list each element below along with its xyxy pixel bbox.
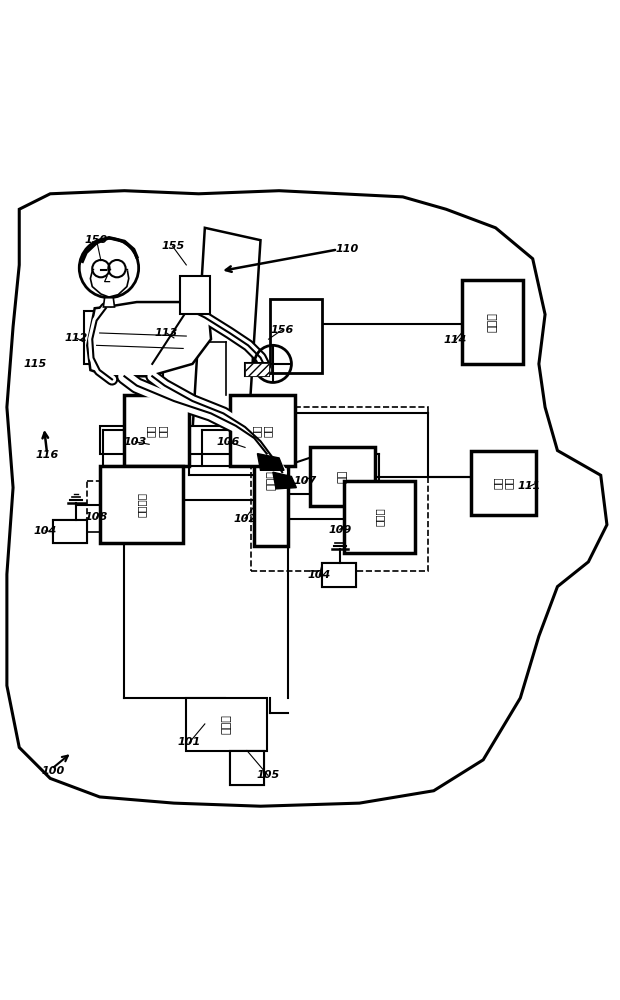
Text: 102: 102 <box>233 514 257 524</box>
Text: 115: 115 <box>23 359 46 369</box>
Bar <box>322 563 356 587</box>
Text: 150: 150 <box>85 235 108 245</box>
Polygon shape <box>192 228 260 432</box>
Text: 111: 111 <box>518 481 541 491</box>
Text: 101: 101 <box>178 737 201 747</box>
Text: 发动机: 发动机 <box>221 714 231 734</box>
Bar <box>128 311 162 364</box>
Text: 100: 100 <box>42 766 65 776</box>
Bar <box>53 520 87 543</box>
Polygon shape <box>273 472 296 489</box>
Text: 104: 104 <box>33 526 57 536</box>
Bar <box>270 299 322 373</box>
Text: 110: 110 <box>335 244 359 254</box>
Polygon shape <box>7 191 607 806</box>
Bar <box>344 481 415 553</box>
Bar <box>125 395 189 466</box>
Text: 107: 107 <box>293 476 317 486</box>
Bar <box>229 751 264 785</box>
Text: 113: 113 <box>155 328 178 338</box>
Circle shape <box>79 238 139 298</box>
Text: 103: 103 <box>124 437 147 447</box>
Text: 导航定位: 导航定位 <box>136 492 146 517</box>
Text: 制动
系统: 制动 系统 <box>492 477 514 489</box>
Bar <box>229 395 294 466</box>
Bar <box>310 447 375 506</box>
Text: 109: 109 <box>328 525 352 535</box>
Polygon shape <box>104 298 115 307</box>
Polygon shape <box>100 426 248 454</box>
Text: 108: 108 <box>85 512 108 522</box>
Text: 155: 155 <box>161 241 184 251</box>
Text: 扬声器: 扬声器 <box>487 312 497 332</box>
Bar <box>251 407 428 571</box>
Text: 视觉
系统: 视觉 系统 <box>146 424 167 437</box>
Text: 音频
系统: 音频 系统 <box>251 424 273 437</box>
Text: 106: 106 <box>217 437 240 447</box>
Bar <box>322 563 356 587</box>
Text: 分类报: 分类报 <box>374 508 384 526</box>
Text: 156: 156 <box>270 325 294 335</box>
Bar <box>229 751 264 785</box>
Polygon shape <box>87 302 211 376</box>
Text: 105: 105 <box>256 770 280 780</box>
Bar <box>53 520 87 543</box>
Text: 车速: 车速 <box>337 470 347 483</box>
Polygon shape <box>245 363 268 376</box>
Bar <box>254 413 288 546</box>
Bar <box>84 311 118 364</box>
Bar <box>186 698 267 751</box>
Text: 104: 104 <box>308 570 331 580</box>
Bar <box>100 466 183 543</box>
Text: 114: 114 <box>444 335 467 345</box>
Text: 控制器: 控制器 <box>267 470 277 490</box>
Bar <box>174 316 208 342</box>
Text: 112: 112 <box>64 333 88 343</box>
Bar <box>180 276 210 314</box>
Bar <box>461 280 523 364</box>
Text: 116: 116 <box>35 450 59 460</box>
Bar <box>471 451 536 515</box>
Bar <box>245 363 268 376</box>
Polygon shape <box>257 454 284 470</box>
